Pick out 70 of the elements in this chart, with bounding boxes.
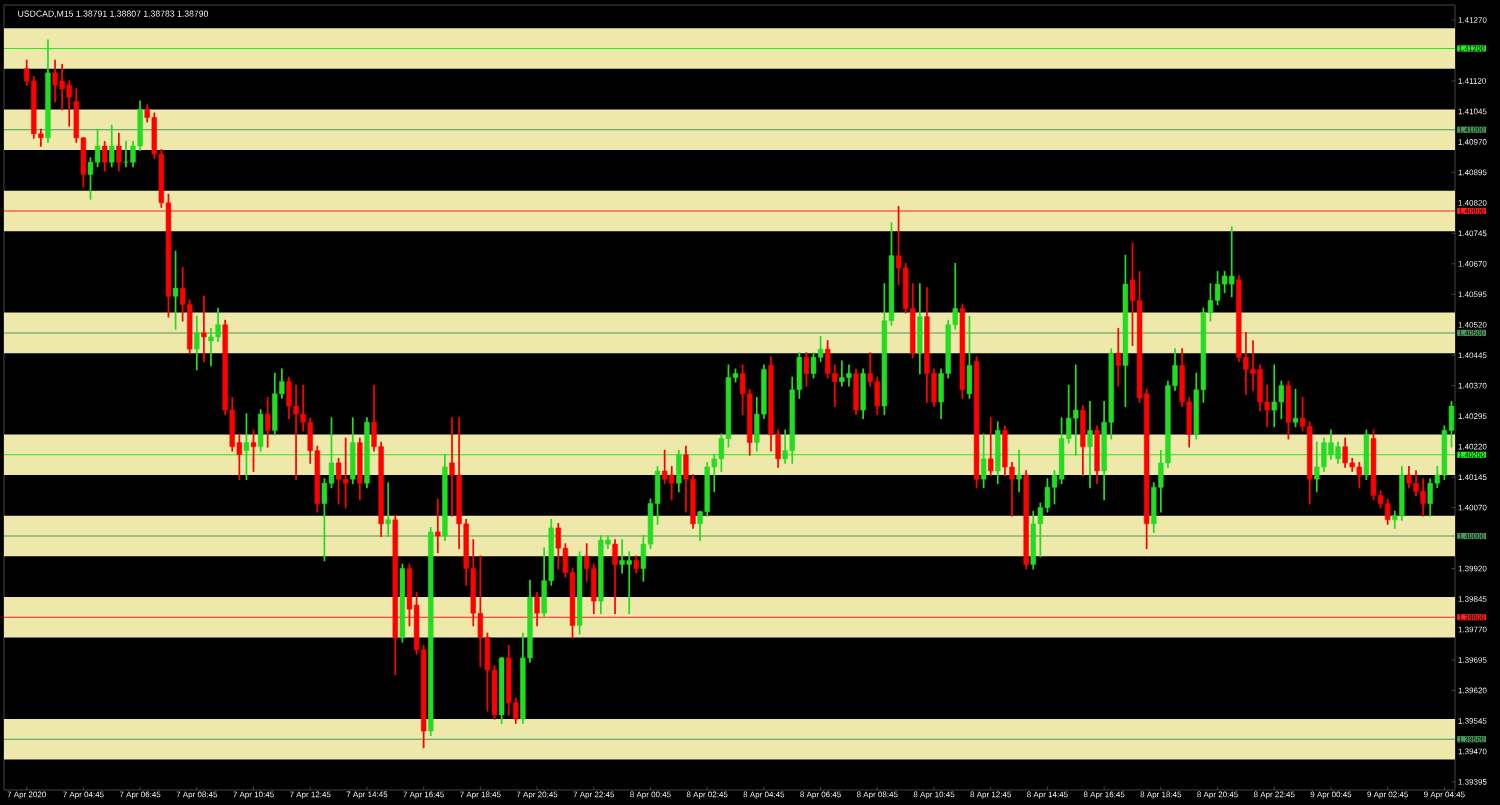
x-tick-label: 8 Apr 00:45 [630, 791, 671, 799]
candlestick [498, 657, 505, 724]
x-tick-label: 7 Apr 08:45 [176, 791, 218, 799]
candlestick [399, 563, 406, 643]
candlestick [1122, 254, 1129, 407]
candlestick [980, 433, 987, 489]
x-tick-label: 8 Apr 18:45 [1140, 791, 1182, 799]
y-tick-label: 1.39470 [1458, 748, 1487, 755]
y-tick-label: 1.39620 [1458, 687, 1487, 694]
x-tick-label: 7 Apr 10:45 [233, 791, 274, 799]
y-tick-label: 1.39845 [1458, 596, 1487, 602]
y-tick-label: 1.40370 [1458, 382, 1487, 389]
x-tick-label: 9 Apr 00:45 [1310, 791, 1352, 799]
y-tick-label: 1.41120 [1458, 78, 1486, 84]
x-tick-label: 8 Apr 10:45 [913, 791, 955, 799]
candlestick [250, 429, 257, 472]
candlestick [973, 356, 980, 489]
y-tick-label: 1.40070 [1458, 504, 1487, 511]
candlestick [576, 551, 583, 635]
text: USDCAD,M15 1.38791 1.38807 1.38783 1.38790 [18, 10, 209, 18]
x-tick-label: 8 Apr 20:45 [1197, 791, 1238, 799]
y-tick-label: 1.39545 [1458, 718, 1487, 724]
y-tick-label: 1.40145 [1458, 474, 1487, 480]
x-tick-label: 7 Apr 20:45 [516, 791, 558, 799]
x-tick-label: 8 Apr 06:45 [800, 791, 841, 799]
y-tick-label: 1.40895 [1458, 169, 1487, 176]
y-tick-label: 1.40445 [1458, 352, 1487, 359]
y-tick-label: 1.39770 [1458, 626, 1487, 633]
y-tick-label: 1.41270 [1458, 17, 1487, 23]
x-tick-label: 8 Apr 12:45 [970, 791, 1012, 799]
y-tick-label: 1.40745 [1458, 230, 1487, 237]
candlestick [1292, 388, 1299, 428]
x-tick-label: 7 Apr 12:45 [289, 791, 331, 799]
candlestick [385, 482, 391, 537]
y-tick-label: 1.39395 [1458, 779, 1487, 785]
x-tick-label: 9 Apr 02:45 [1367, 791, 1409, 799]
x-tick-label: 8 Apr 02:45 [686, 791, 728, 799]
candlestick [966, 315, 973, 399]
x-tick-label: 8 Apr 08:45 [856, 791, 898, 799]
candlestick [1363, 429, 1370, 481]
candlestick [1016, 449, 1022, 493]
y-tick-label: 1.39695 [1458, 657, 1487, 663]
y-tick-label: 1.40595 [1458, 291, 1487, 298]
x-tick-label: 7 Apr 16:45 [403, 791, 444, 799]
y-tick-label: 1.40970 [1458, 139, 1487, 145]
x-tick-label: 7 Apr 18:45 [460, 791, 501, 799]
x-tick-label: 7 Apr 06:45 [119, 791, 161, 799]
y-tick-label: 1.39920 [1458, 565, 1487, 572]
x-tick-label: 7 Apr 14:45 [346, 791, 388, 799]
candlestick [257, 409, 264, 452]
x-tick-label: 8 Apr 22:45 [1253, 791, 1295, 799]
x-tick-label: 8 Apr 14:45 [1027, 791, 1068, 799]
y-tick-label: 1.40520 [1458, 321, 1487, 328]
x-tick-label: 7 Apr 04:45 [63, 791, 104, 799]
x-tick-label: 9 Apr 04:45 [1424, 791, 1465, 799]
candlestick [435, 498, 441, 554]
candlestick [172, 250, 179, 330]
y-tick-label: 1.40670 [1458, 260, 1487, 267]
y-tick-label: 1.40820 [1458, 200, 1487, 206]
x-tick-label: 8 Apr 04:45 [743, 791, 785, 799]
y-tick-label: 1.40295 [1458, 413, 1487, 420]
candlestick [201, 295, 207, 363]
candlestick [803, 352, 810, 387]
x-tick-label: 7 Apr 22:45 [573, 791, 615, 799]
y-tick-label: 1.40220 [1458, 443, 1487, 450]
candlestick [1285, 380, 1292, 440]
x-tick-label: 7 Apr 2020 [7, 791, 46, 799]
y-tick-label: 1.41045 [1458, 108, 1487, 115]
x-tick-label: 8 Apr 16:45 [1083, 791, 1125, 799]
candlestick [243, 413, 250, 481]
